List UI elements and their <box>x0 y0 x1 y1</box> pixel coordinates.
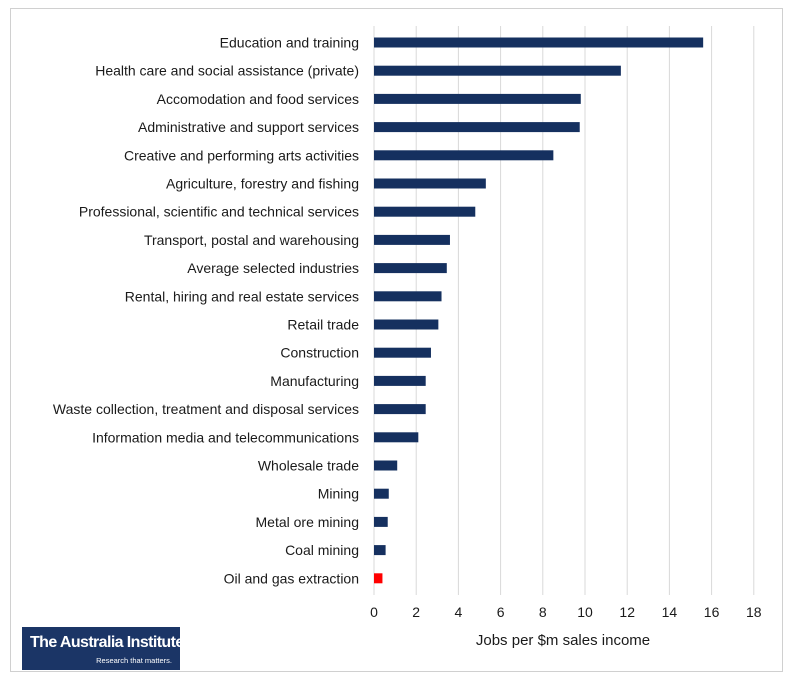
category-label: Waste collection, treatment and disposal… <box>53 401 359 417</box>
bar <box>374 573 383 584</box>
logo-brand: The Australia Institute <box>30 634 184 651</box>
bar <box>374 150 554 161</box>
bar <box>374 375 426 386</box>
bar <box>374 545 386 556</box>
bar <box>374 460 398 471</box>
category-label: Creative and performing arts activities <box>124 147 359 163</box>
x-tick-label: 10 <box>577 604 593 620</box>
category-label: Oil and gas extraction <box>224 570 359 586</box>
bar <box>374 93 581 104</box>
bar <box>374 234 450 245</box>
bar <box>374 37 704 48</box>
x-tick-label: 16 <box>704 604 720 620</box>
chart-frame <box>10 8 783 672</box>
category-label: Manufacturing <box>270 373 359 389</box>
category-label: Information media and telecommunications <box>92 429 359 445</box>
category-label: Education and training <box>220 35 359 51</box>
category-label: Average selected industries <box>187 260 359 276</box>
category-label: Construction <box>280 345 359 361</box>
x-tick-label: 2 <box>412 604 420 620</box>
x-tick-label: 6 <box>497 604 505 620</box>
logo-tagline: Research that matters. <box>96 656 172 665</box>
category-label: Transport, postal and warehousing <box>144 232 359 248</box>
category-label: Mining <box>318 486 359 502</box>
bar <box>374 178 486 189</box>
bar <box>374 122 580 133</box>
bar <box>374 65 621 76</box>
gridlines <box>373 26 755 595</box>
category-label: Metal ore mining <box>256 514 360 530</box>
category-label: Agriculture, forestry and fishing <box>166 176 359 192</box>
x-tick-label: 12 <box>619 604 635 620</box>
bars <box>374 37 704 584</box>
category-label: Rental, hiring and real estate services <box>125 288 359 304</box>
x-tick-label: 8 <box>539 604 547 620</box>
category-label: Retail trade <box>287 317 359 333</box>
category-label: Professional, scientific and technical s… <box>79 204 359 220</box>
category-label: Health care and social assistance (priva… <box>95 63 359 79</box>
x-tick-labels: 0 2 4 6 8 10 12 14 16 18 <box>370 604 762 620</box>
x-tick-label: 14 <box>662 604 678 620</box>
australia-institute-logo: The Australia Institute Research that ma… <box>22 627 184 670</box>
x-tick-label: 0 <box>370 604 378 620</box>
bar <box>374 432 419 443</box>
bar <box>374 516 388 527</box>
category-label: Accomodation and food services <box>157 91 359 107</box>
bar <box>374 404 426 415</box>
x-axis-label: Jobs per $m sales income <box>476 632 650 649</box>
bar <box>374 347 431 358</box>
bar <box>374 291 442 302</box>
bar <box>374 263 447 274</box>
bar <box>374 488 389 499</box>
x-tick-label: 4 <box>455 604 463 620</box>
bar <box>374 206 476 217</box>
x-tick-label: 18 <box>746 604 762 620</box>
category-label: Wholesale trade <box>258 458 359 474</box>
category-label: Administrative and support services <box>138 119 359 135</box>
bar <box>374 319 439 330</box>
category-label: Coal mining <box>285 542 359 558</box>
category-labels: Education and training Health care and so… <box>53 35 359 587</box>
